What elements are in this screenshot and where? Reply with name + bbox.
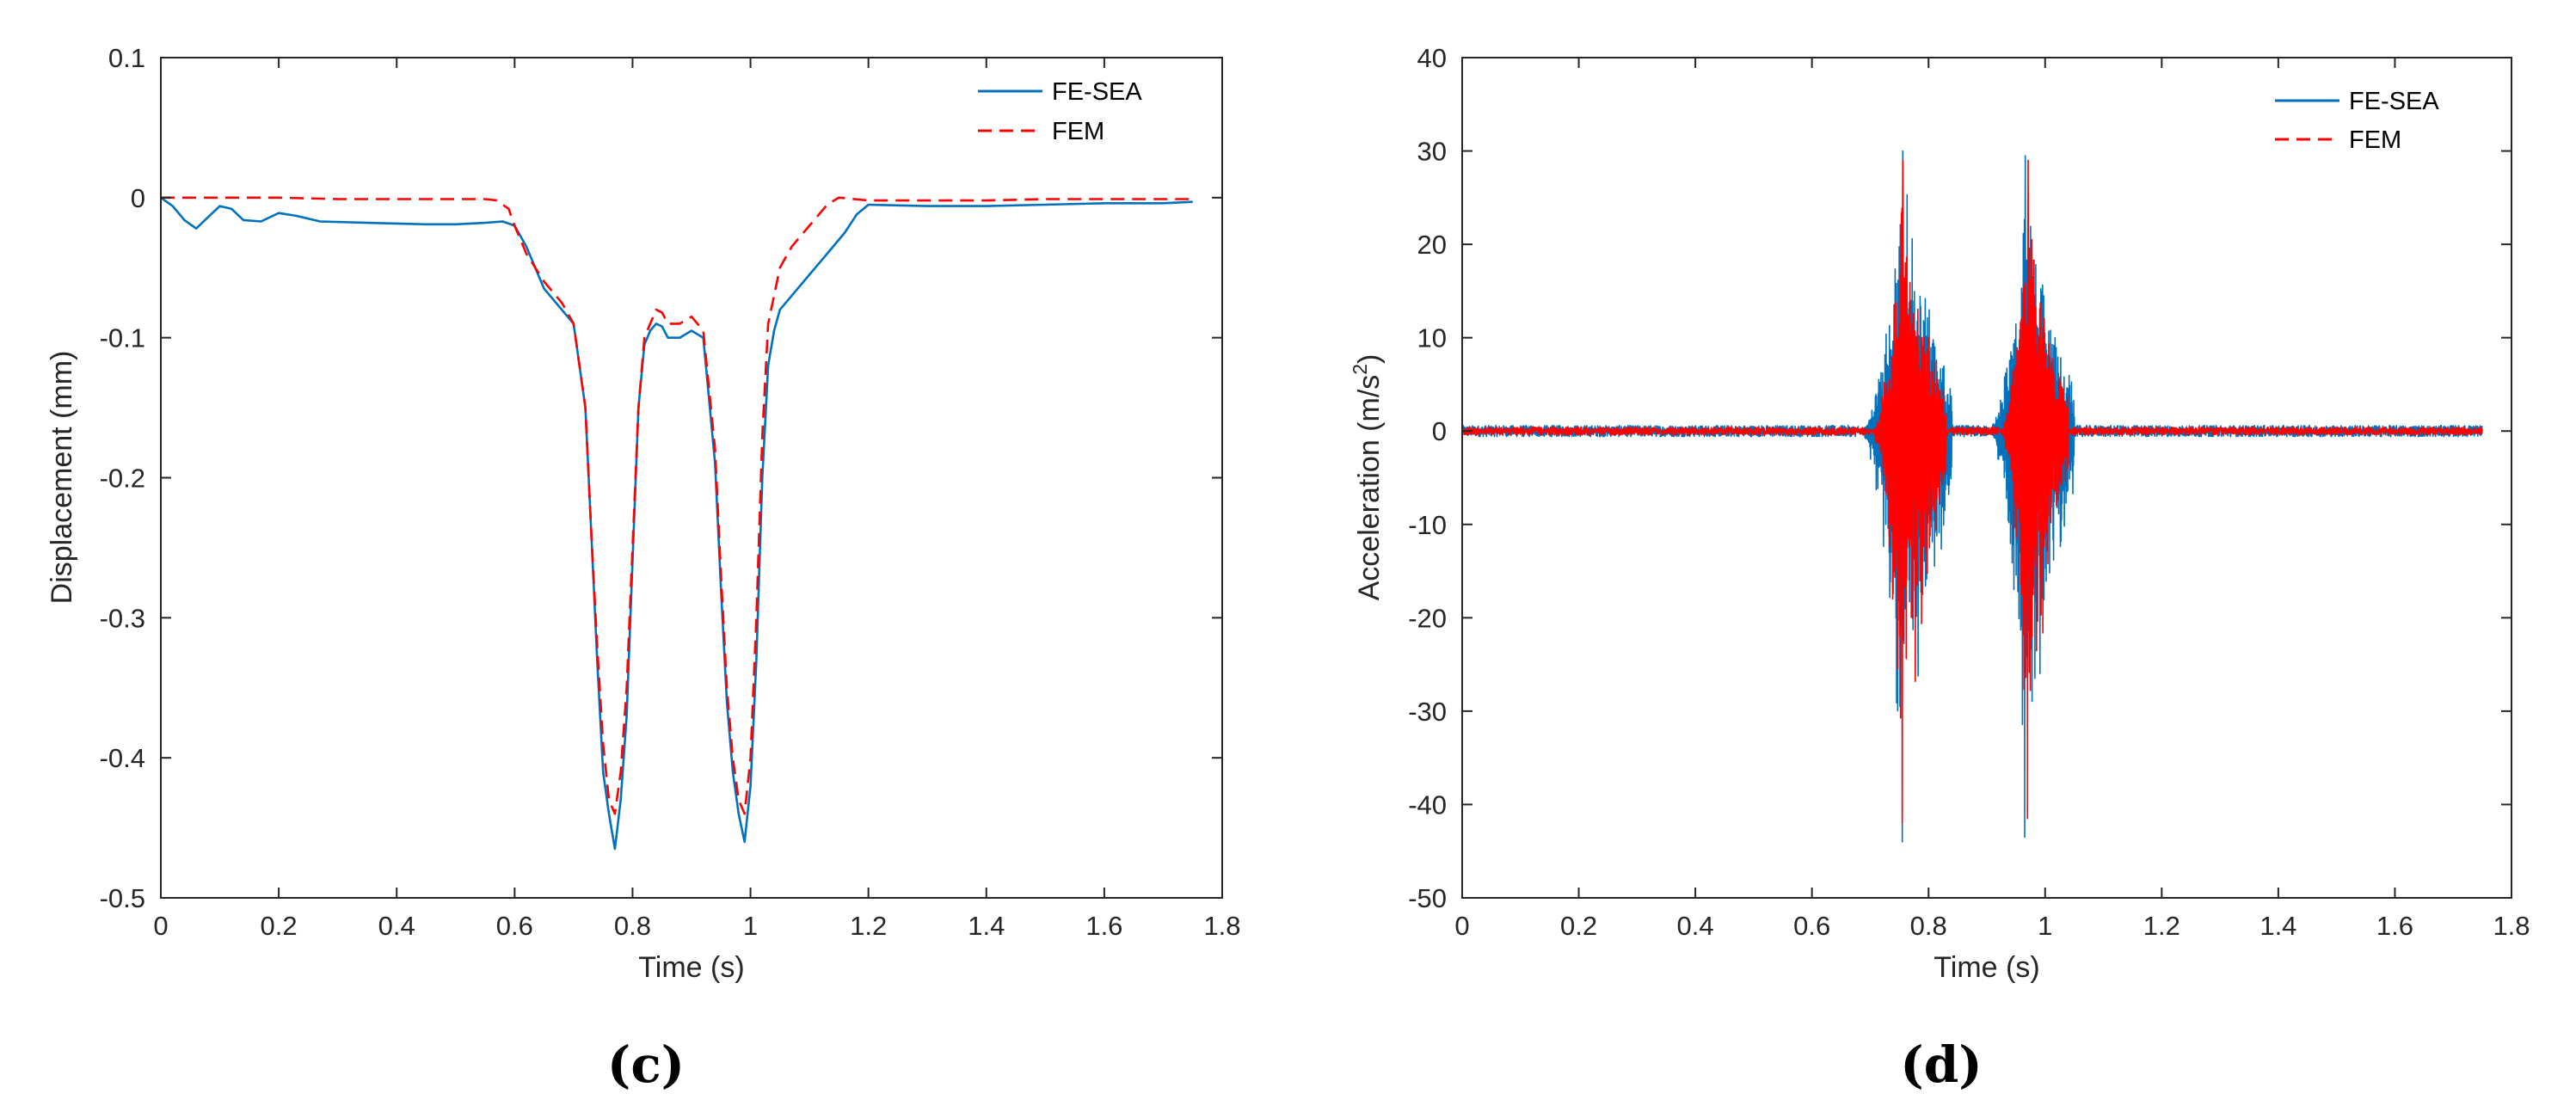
panel-d-x-tick-label: 0: [1454, 911, 1469, 941]
panel-d-y-axis-label-close: ): [1353, 354, 1386, 364]
panel-c-x-tick-label: 1.4: [968, 911, 1005, 941]
panel-d-legend-label-fem: FEM: [2349, 126, 2401, 154]
panel-c-y-axis: -0.5 -0.4 -0.3 -0.2 -0.1 0 0.1: [100, 43, 1222, 913]
panel-c-y-tick-label: 0.1: [108, 43, 145, 73]
panel-d-y-tick-label: -40: [1408, 789, 1447, 820]
panel-d-y-tick-label: -50: [1408, 883, 1447, 913]
panel-c-x-tick-label: 0: [153, 911, 168, 941]
panel-c-x-tick-label: 0.4: [378, 911, 415, 941]
panel-c-y-tick-label: -0.3: [100, 603, 145, 633]
panel-c-label: (c): [607, 1035, 685, 1094]
panel-c-legend: FE-SEA FEM: [978, 78, 1142, 145]
panel-d-y-axis-label-main: Acceleration (m/s: [1353, 375, 1386, 601]
panel-d-x-tick-label: 0.4: [1677, 911, 1714, 941]
panel-d-x-tick-label: 0.8: [1910, 911, 1947, 941]
panel-c-plot-frame: [160, 57, 1223, 899]
panel-c-y-tick-label: 0: [131, 183, 145, 213]
panel-d-x-tick-label: 0.2: [1560, 911, 1597, 941]
panel-d-chart: 0 0.2 0.4 0.6 0.8 1 1.2 1.4 1.6 1.8 -50-40-30-20-…: [1349, 43, 2530, 1094]
panel-d-y-tick-label: 20: [1417, 230, 1447, 260]
panel-d-legend-label-fe-sea: FE-SEA: [2349, 88, 2439, 115]
panel-c-x-tick-label: 0.2: [261, 911, 298, 941]
panel-d-y-tick-label: -10: [1408, 510, 1447, 540]
panel-d-x-tick-label: 1.2: [2143, 911, 2180, 941]
panel-c-series-layer: [160, 196, 1193, 851]
panel-d-y-tick-label: 40: [1417, 43, 1447, 73]
panel-d-x-tick-label: 1.8: [2493, 911, 2530, 941]
panel-d-x-tick-label: 0.6: [1793, 911, 1830, 941]
panel-d-series-fem: [1461, 159, 2483, 824]
panel-d-x-tick-label: 1.6: [2376, 911, 2413, 941]
panel-d-y-tick-label: -30: [1408, 697, 1447, 727]
panel-c-x-tick-label: 1.8: [1203, 911, 1240, 941]
panel-c-x-axis-label: Time (s): [638, 951, 744, 984]
panel-d-label: (d): [1900, 1035, 1982, 1094]
panel-c-x-tick-label: 1.6: [1085, 911, 1122, 941]
panel-d-y-tick-label: 30: [1417, 137, 1447, 167]
panel-d-x-axis: 0 0.2 0.4 0.6 0.8 1 1.2 1.4 1.6 1.8: [1454, 58, 2530, 941]
panel-d-y-tick-label: -20: [1408, 603, 1447, 633]
panel-d-x-tick-label: 1: [2038, 911, 2052, 941]
panel-d-y-axis: -50 -40 -30 -20 -10 0 10 20 30 40: [1408, 43, 2511, 913]
panel-d-y-tick-label: 0: [1432, 416, 1447, 446]
panel-d-legend: FE-SEA FEM: [2275, 88, 2439, 154]
panel-d-series-layer: [1461, 150, 2483, 843]
panel-d-plot-frame: [1461, 57, 2512, 899]
panel-c-legend-label-fem: FEM: [1052, 118, 1104, 145]
panel-c-series-fe-sea: [160, 196, 1193, 851]
panel-c-chart: 0 0.2 0.4 0.6 0.8 1 1.2 1.4 1.6 1.8 -0.5-0.4-0.3-…: [46, 43, 1241, 1094]
panel-d-series-fe-sea: [1461, 150, 2483, 843]
panel-c-x-tick-label: 0.8: [614, 911, 651, 941]
panel-c-legend-label-fe-sea: FE-SEA: [1052, 78, 1142, 106]
panel-c-x-tick-label: 0.6: [496, 911, 533, 941]
panel-c-y-axis-label: Displacement (mm): [46, 351, 78, 605]
panel-c-y-tick-label: -0.4: [100, 743, 145, 773]
panel-c-x-tick-label: 1.2: [850, 911, 887, 941]
panel-c-y-tick-label: -0.2: [100, 464, 145, 494]
panel-c-x-axis: 0 0.2 0.4 0.6 0.8 1 1.2 1.4 1.6 1.8: [153, 58, 1241, 941]
panel-c-x-tick-label: 1: [743, 911, 758, 941]
panel-c-y-tick-label: -0.5: [100, 883, 145, 913]
panel-d-y-tick-label: 10: [1417, 323, 1447, 353]
panel-d-x-axis-label: Time (s): [1934, 951, 2039, 984]
panel-d-y-axis-label: Acceleration (m/s2): [1349, 354, 1386, 601]
panel-d-y-axis-label-superscript: 2: [1349, 364, 1371, 375]
panel-c-y-tick-label: -0.1: [100, 323, 145, 353]
panel-d-x-tick-label: 1.4: [2259, 911, 2296, 941]
panel-c-series-fem: [161, 196, 1193, 815]
